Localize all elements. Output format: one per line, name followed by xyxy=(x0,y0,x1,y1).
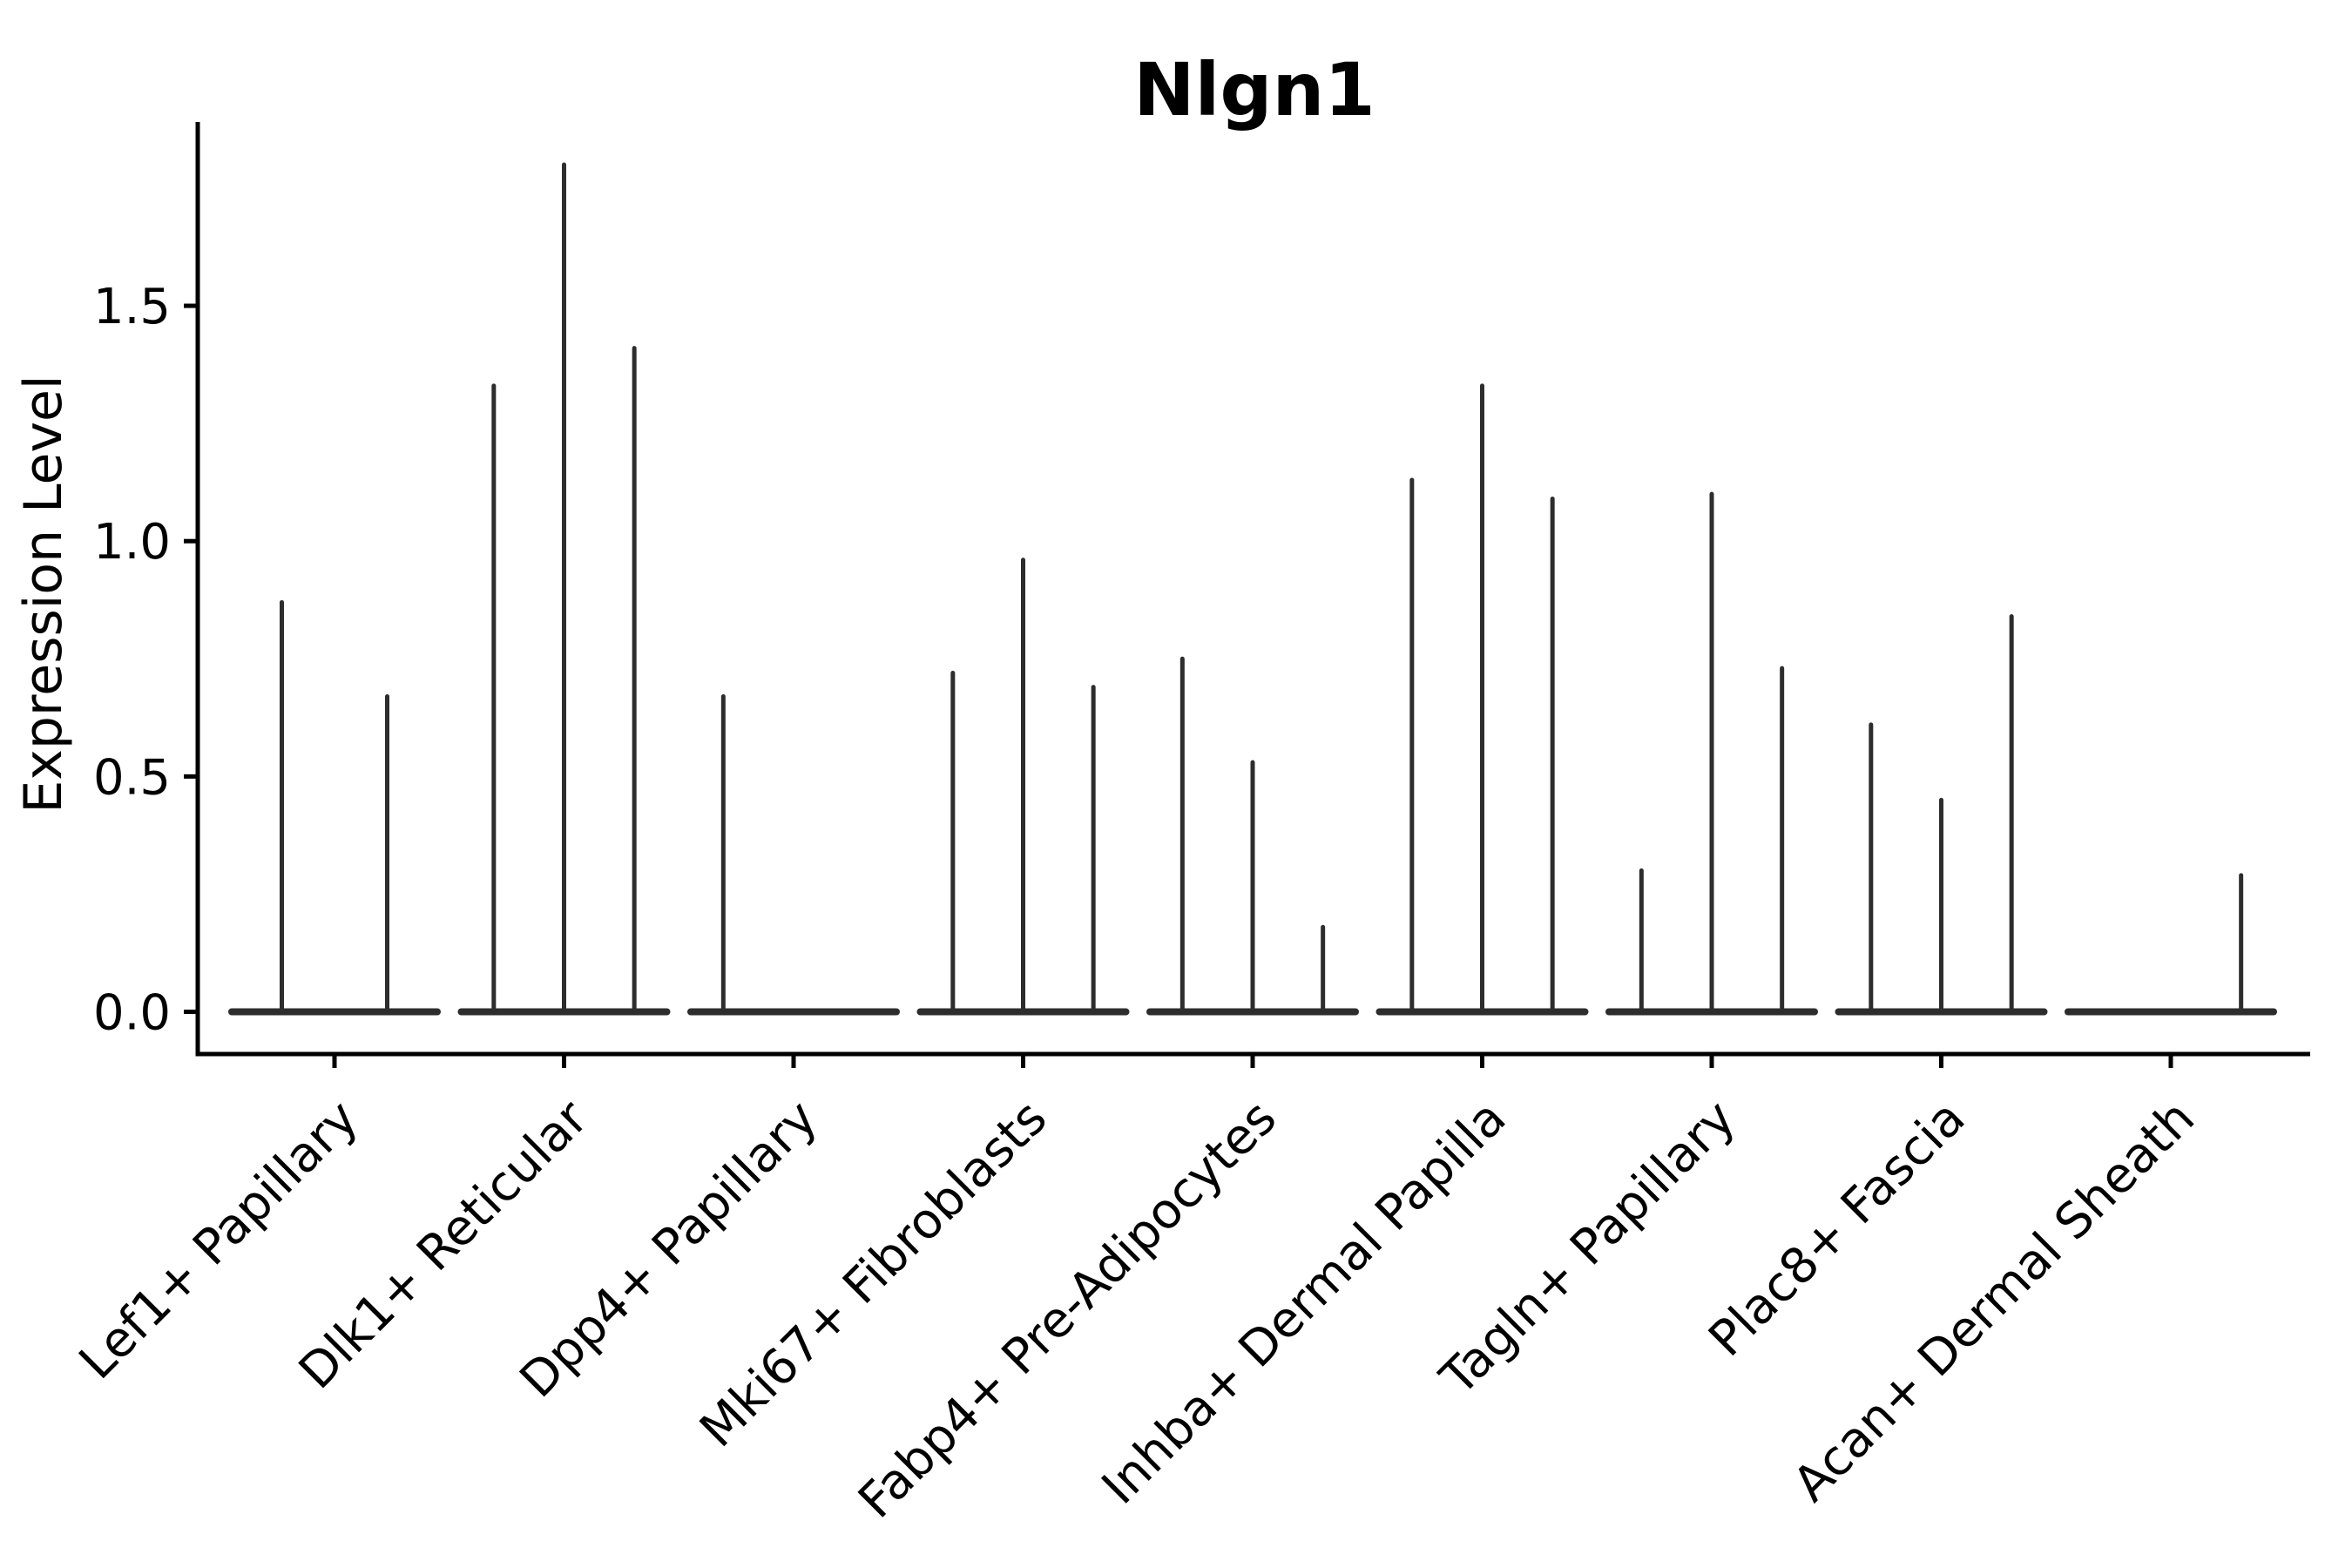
y-tick-label: 1.0 xyxy=(93,514,171,571)
y-tick-label: 0.0 xyxy=(93,985,171,1042)
x-axis-label: Inhba+ Dermal Papilla xyxy=(1092,1090,1517,1516)
y-tick-label: 0.5 xyxy=(93,749,171,806)
x-axis-label: Fabp4+ Pre-Adipocytes xyxy=(848,1090,1288,1530)
y-tick-label: 1.5 xyxy=(93,279,171,335)
y-axis-title: Expression Level xyxy=(13,375,74,813)
x-axis-label: Acan+ Dermal Sheath xyxy=(1782,1090,2206,1513)
chart-title: Nlgn1 xyxy=(1133,47,1375,132)
